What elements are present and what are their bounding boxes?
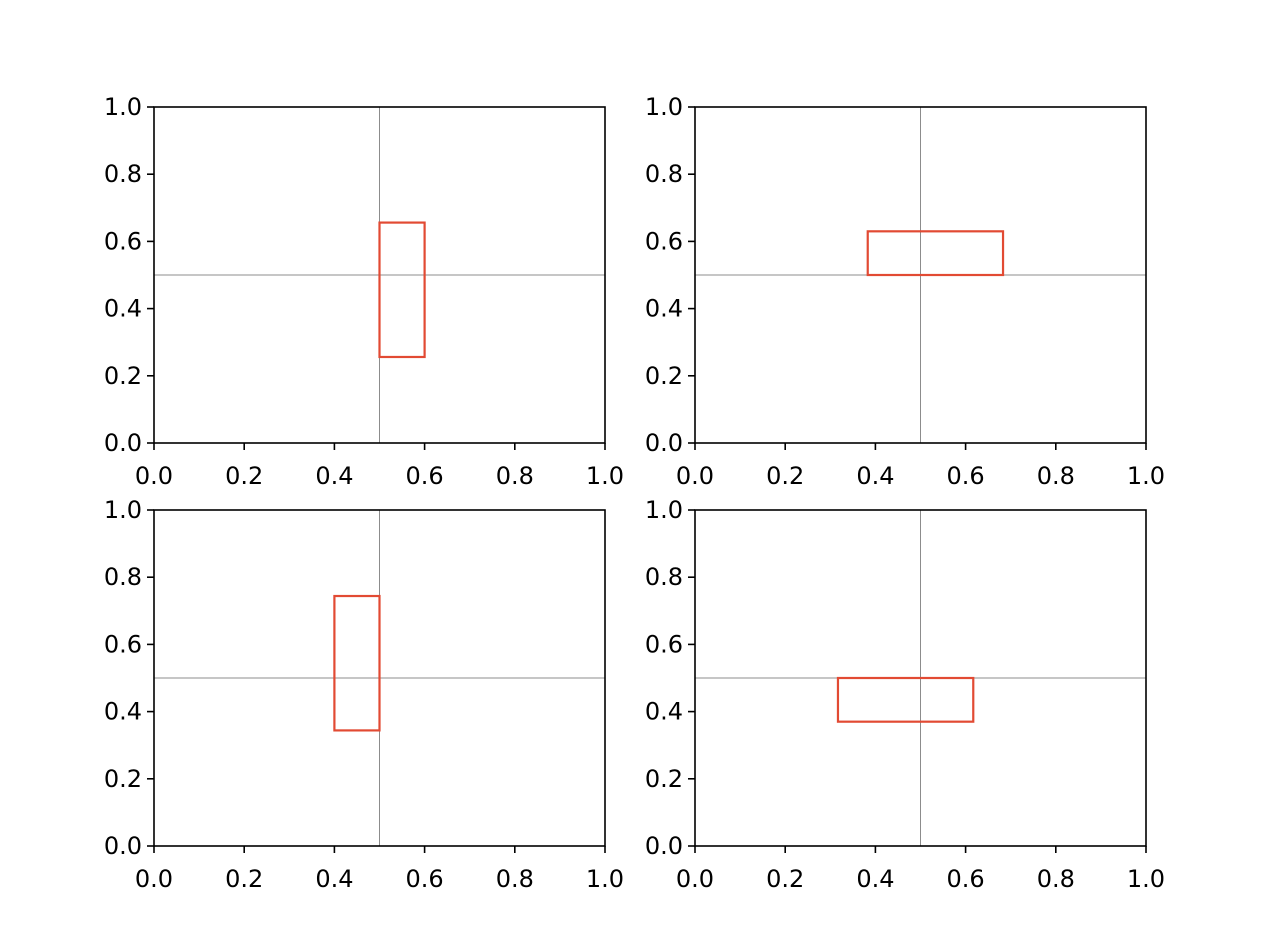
y-tick-label: 1.0 (645, 496, 683, 524)
x-tick-label: 0.6 (406, 462, 444, 490)
y-tick-label: 0.2 (645, 362, 683, 390)
x-tick-label: 0.0 (676, 462, 714, 490)
x-tick-label: 0.0 (135, 865, 173, 893)
y-tick-label: 0.6 (104, 630, 142, 658)
subplot-4: 0.0 0.2 0.4 0.6 0.8 1.0 0.0 0.2 0.4 0.6 0.8 1.0 (645, 496, 1165, 893)
axes-frame (153, 509, 606, 847)
x-tick-label: 0.4 (315, 462, 353, 490)
x-tick-label: 0.6 (406, 865, 444, 893)
x-tick-label: 0.2 (766, 462, 804, 490)
x-tick-label: 0.8 (496, 462, 534, 490)
subplot-grid: 0.0 0.2 0.4 0.6 0.8 1.00.00.20.40.60.81.00.0 0… (104, 93, 1165, 893)
x-tick-label: 1.0 (586, 865, 624, 893)
subplot-1: 0.0 0.2 0.4 0.6 0.8 1.0 0.0 0.2 0.4 0.6 0.8 1.0 (104, 93, 624, 490)
x-tick-label: 0.4 (315, 865, 353, 893)
axes-frame (153, 106, 606, 444)
subplot-3: 0.0 0.2 0.4 0.6 0.8 1.0 0.0 0.2 0.4 0.6 0.8 1.0 (104, 496, 624, 893)
x-tick-label: 1.0 (1127, 865, 1165, 893)
x-tick-label: 1.0 (1127, 462, 1165, 490)
axes-frame (694, 509, 1147, 847)
y-tick-label: 0.8 (645, 160, 683, 188)
y-tick-label: 0.6 (645, 630, 683, 658)
x-tick-label: 0.8 (1037, 462, 1075, 490)
y-tick-label: 0.4 (645, 698, 683, 726)
y-tick-label: 0.4 (645, 295, 683, 323)
x-tick-label: 0.2 (766, 865, 804, 893)
y-tick-label: 0.0 (645, 832, 683, 860)
y-tick-label: 1.0 (104, 93, 142, 121)
x-tick-label: 0.8 (1037, 865, 1075, 893)
x-tick-label: 0.4 (856, 462, 894, 490)
y-tick-label: 0.0 (104, 832, 142, 860)
x-tick-label: 0.2 (225, 865, 263, 893)
y-tick-label: 0.6 (645, 227, 683, 255)
y-tick-label: 0.0 (104, 429, 142, 457)
axes-frame (694, 106, 1147, 444)
y-tick-label: 1.0 (645, 93, 683, 121)
y-tick-label: 0.8 (104, 563, 142, 591)
y-tick-label: 0.0 (645, 429, 683, 457)
y-tick-label: 0.4 (104, 698, 142, 726)
x-tick-label: 1.0 (586, 462, 624, 490)
x-tick-label: 0.0 (676, 865, 714, 893)
y-tick-label: 0.2 (104, 362, 142, 390)
subplot-2: 0.0 0.2 0.4 0.6 0.8 1.0 0.0 0.2 0.4 0.6 0.8 1.0 (645, 93, 1165, 490)
y-tick-label: 0.2 (645, 765, 683, 793)
data-rectangle (866, 230, 1005, 277)
y-tick-label: 1.0 (104, 496, 142, 524)
y-tick-label: 0.8 (645, 563, 683, 591)
x-tick-label: 0.2 (225, 462, 263, 490)
y-tick-label: 0.4 (104, 295, 142, 323)
y-tick-label: 0.8 (104, 160, 142, 188)
y-tick-label: 0.6 (104, 227, 142, 255)
data-rectangle (333, 594, 381, 732)
x-tick-label: 0.4 (856, 865, 894, 893)
x-tick-label: 0.8 (496, 865, 534, 893)
data-rectangle (836, 676, 975, 723)
x-tick-label: 0.0 (135, 462, 173, 490)
x-tick-label: 0.6 (947, 462, 985, 490)
data-rectangle (378, 221, 426, 359)
y-tick-label: 0.2 (104, 765, 142, 793)
x-tick-label: 0.6 (947, 865, 985, 893)
